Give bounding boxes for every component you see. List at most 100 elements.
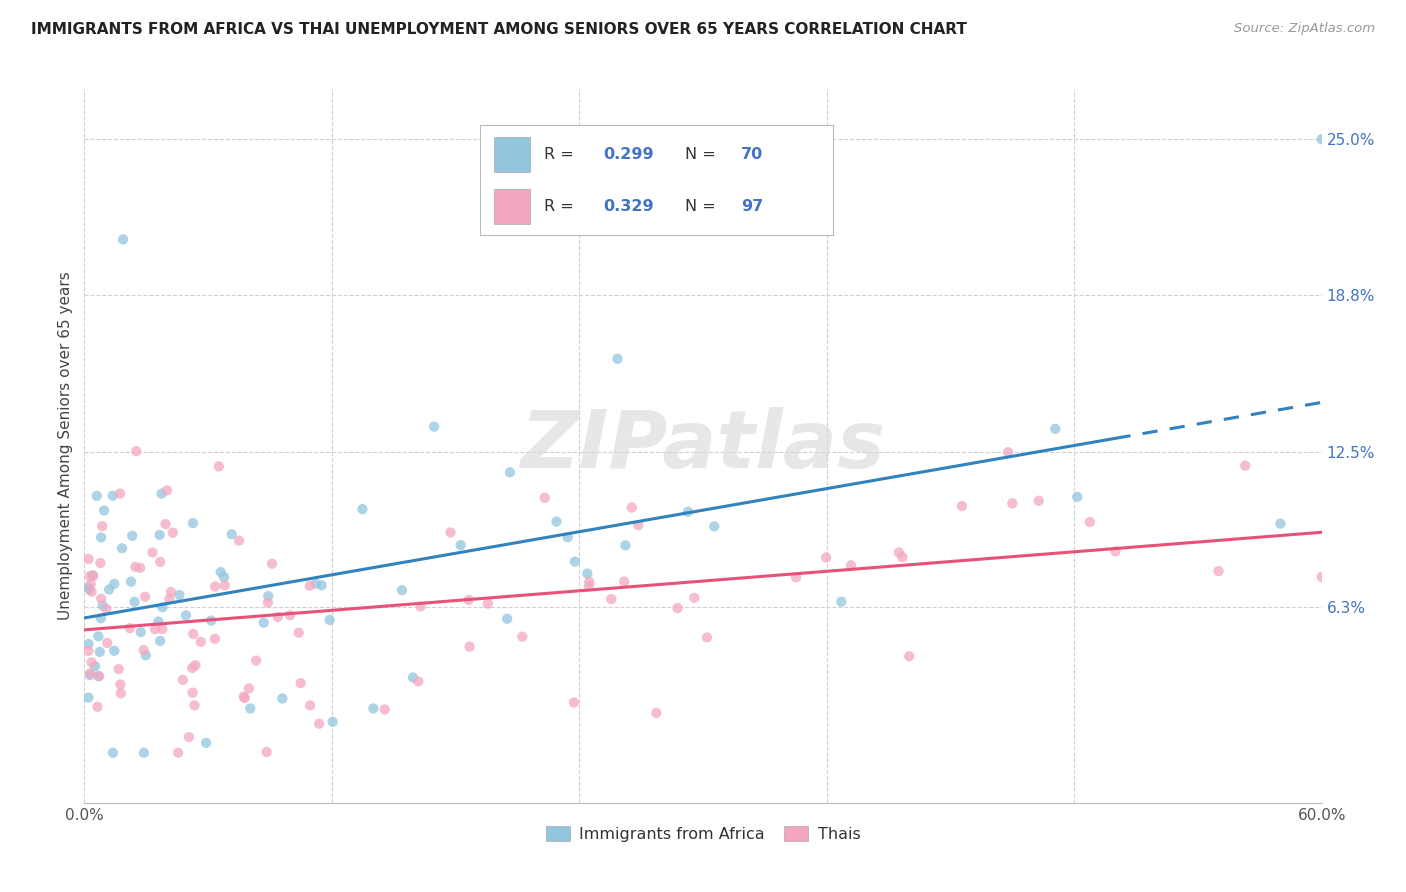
Point <box>80 656 103 670</box>
Point <box>402 670 425 684</box>
Text: IMMIGRANTS FROM AFRICA VS THAI UNEMPLOYMENT AMONG SENIORS OVER 65 YEARS CORRELAT: IMMIGRANTS FROM AFRICA VS THAI UNEMPLOYM… <box>31 22 967 37</box>
Point <box>245 654 267 668</box>
Point <box>898 649 921 664</box>
Point <box>891 549 914 564</box>
Point <box>614 538 637 552</box>
Point <box>169 588 191 602</box>
Text: Source: ZipAtlas.com: Source: ZipAtlas.com <box>1234 22 1375 36</box>
Point <box>90 611 112 625</box>
Point <box>124 595 146 609</box>
Point <box>181 627 204 641</box>
Point <box>564 555 586 569</box>
Point <box>77 552 100 566</box>
Point <box>124 560 146 574</box>
Point <box>118 621 141 635</box>
Point <box>132 746 155 760</box>
Point <box>77 644 100 658</box>
Point <box>148 615 170 629</box>
Point <box>1270 516 1292 531</box>
Point <box>299 698 322 713</box>
Point <box>167 746 190 760</box>
Point <box>458 640 481 654</box>
Point <box>157 592 180 607</box>
Point <box>155 517 177 532</box>
Point <box>600 592 623 607</box>
Point <box>141 545 163 559</box>
Point <box>135 648 157 663</box>
Point <box>666 601 689 615</box>
Point <box>204 632 226 646</box>
Point <box>576 566 599 581</box>
Point <box>676 505 699 519</box>
Point <box>696 631 718 645</box>
Point <box>125 444 148 458</box>
Point <box>578 574 600 589</box>
Point <box>238 681 260 696</box>
Point <box>134 590 156 604</box>
Point <box>103 577 125 591</box>
Point <box>129 625 152 640</box>
Point <box>90 530 112 544</box>
Point <box>408 674 430 689</box>
Point <box>267 610 290 624</box>
Point <box>86 489 108 503</box>
Point <box>439 525 461 540</box>
Point <box>830 595 852 609</box>
Point <box>257 589 280 603</box>
Point <box>149 633 172 648</box>
Point <box>620 500 643 515</box>
Point <box>77 581 100 595</box>
Point <box>120 574 142 589</box>
Point <box>352 502 374 516</box>
Point <box>457 593 479 607</box>
Point <box>91 599 114 613</box>
Point <box>181 686 204 700</box>
Point <box>287 625 309 640</box>
Point <box>150 486 173 500</box>
Point <box>79 668 101 682</box>
Point <box>228 533 250 548</box>
Point <box>82 568 104 582</box>
Point <box>121 529 143 543</box>
Point <box>98 582 121 597</box>
Point <box>204 580 226 594</box>
Point <box>1001 496 1024 510</box>
Point <box>107 662 129 676</box>
Point <box>149 555 172 569</box>
Point <box>1066 490 1088 504</box>
Point <box>271 691 294 706</box>
Point <box>499 466 522 480</box>
Point <box>89 556 111 570</box>
Point <box>103 644 125 658</box>
Point <box>613 574 636 589</box>
Point <box>101 746 124 760</box>
Point <box>93 503 115 517</box>
Point <box>110 686 132 700</box>
Point <box>214 578 236 592</box>
Point <box>162 525 184 540</box>
Point <box>950 499 973 513</box>
Point <box>1104 544 1126 558</box>
Point <box>110 677 132 691</box>
Point <box>322 714 344 729</box>
Point <box>181 516 204 530</box>
Point <box>1078 515 1101 529</box>
Point <box>132 643 155 657</box>
Point <box>278 608 301 623</box>
Point <box>815 550 838 565</box>
Point <box>77 637 100 651</box>
Point <box>195 736 218 750</box>
Point <box>183 698 205 713</box>
Point <box>111 541 134 556</box>
Point <box>221 527 243 541</box>
Point <box>172 673 194 687</box>
Point <box>212 570 235 584</box>
Point <box>997 445 1019 459</box>
Point <box>209 565 232 579</box>
Legend: Immigrants from Africa, Thais: Immigrants from Africa, Thais <box>540 820 866 848</box>
Point <box>89 645 111 659</box>
Point <box>200 614 222 628</box>
Point <box>86 699 108 714</box>
Point <box>96 636 118 650</box>
Point <box>79 666 101 681</box>
